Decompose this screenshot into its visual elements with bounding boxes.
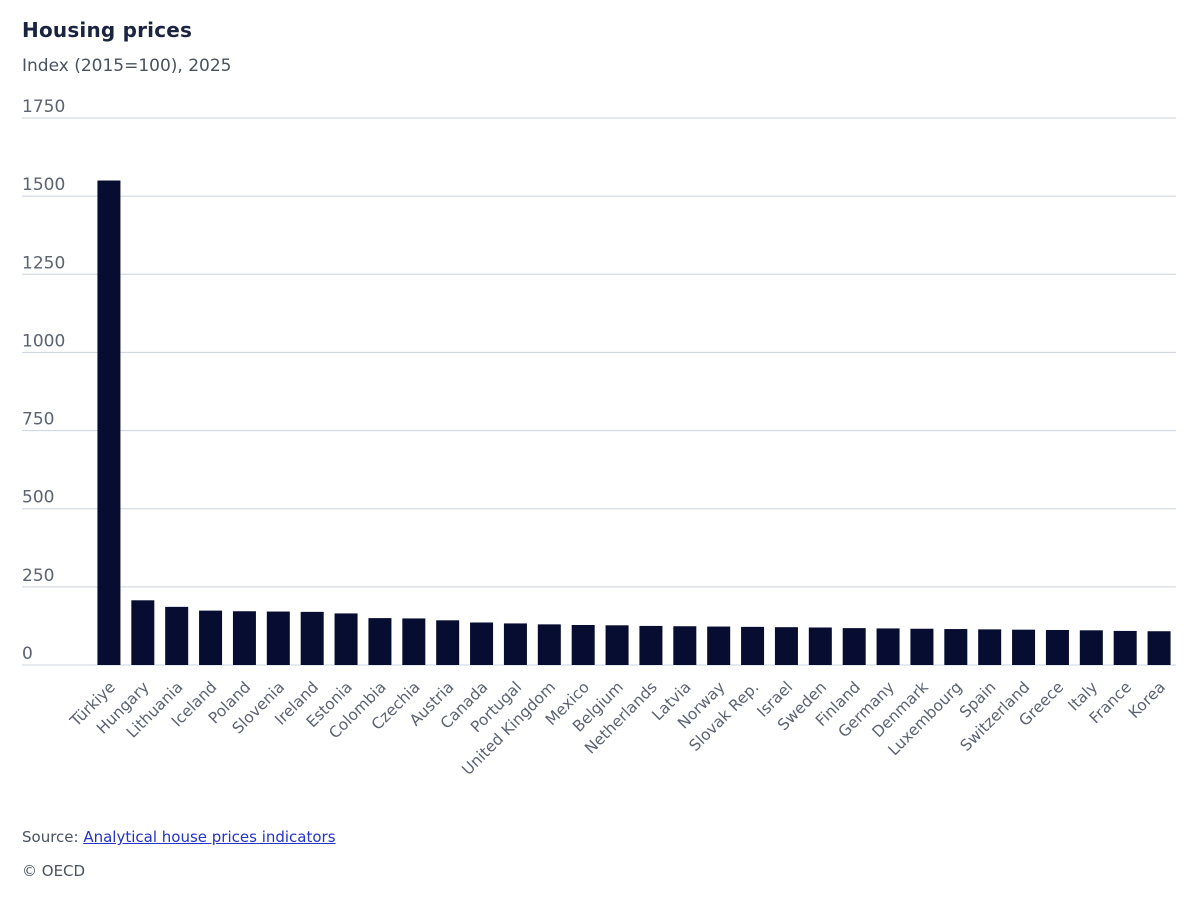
chart-title: Housing prices <box>22 18 193 42</box>
chart-subtitle: Index (2015=100), 2025 <box>22 56 232 76</box>
bar-mexico <box>571 624 595 665</box>
bar-estonia <box>334 613 358 665</box>
bar-austria <box>436 620 460 665</box>
bar-korea <box>1147 631 1171 665</box>
bar-slovenia <box>266 611 290 665</box>
bar-germany <box>876 628 900 665</box>
bar-france <box>1113 630 1137 665</box>
bar-t-rkiye <box>97 180 121 665</box>
bar-canada <box>470 622 494 665</box>
bar-ireland <box>300 611 324 665</box>
y-tick-label: 1750 <box>22 97 65 117</box>
bar-finland <box>842 628 866 665</box>
source-line: Source: Analytical house prices indicato… <box>22 828 336 846</box>
bar-united-kingdom <box>537 624 561 665</box>
bar-hungary <box>131 600 155 665</box>
bar-netherlands <box>639 625 663 665</box>
bar-sweden <box>808 627 832 665</box>
y-tick-label: 0 <box>22 644 33 664</box>
bar-norway <box>707 626 731 665</box>
bar-czechia <box>402 618 426 665</box>
bar-chart: 02505007501000125015001750TürkiyeHungary… <box>22 97 1176 779</box>
bar-belgium <box>605 625 629 665</box>
copyright-note: © OECD <box>22 862 86 880</box>
y-tick-label: 1250 <box>22 253 65 273</box>
bar-iceland <box>199 610 223 665</box>
y-tick-label: 750 <box>22 410 54 430</box>
x-axis-label: Korea <box>1125 678 1169 722</box>
bar-spain <box>978 629 1002 665</box>
y-tick-label: 250 <box>22 566 54 586</box>
bar-lithuania <box>165 606 189 665</box>
y-tick-label: 500 <box>22 488 54 508</box>
bar-italy <box>1079 630 1103 665</box>
bar-colombia <box>368 618 392 665</box>
y-tick-label: 1000 <box>22 331 65 351</box>
bar-greece <box>1045 629 1069 665</box>
bar-portugal <box>503 623 527 665</box>
source-label: Source: <box>22 828 84 846</box>
bar-latvia <box>673 626 697 665</box>
source-link[interactable]: Analytical house prices indicators <box>83 828 336 846</box>
bar-luxembourg <box>944 629 968 665</box>
y-tick-label: 1500 <box>22 175 65 195</box>
bar-slovak-rep- <box>741 626 765 665</box>
bar-israel <box>774 627 798 665</box>
bar-poland <box>232 611 256 665</box>
bar-switzerland <box>1012 629 1036 665</box>
bar-denmark <box>910 628 934 665</box>
